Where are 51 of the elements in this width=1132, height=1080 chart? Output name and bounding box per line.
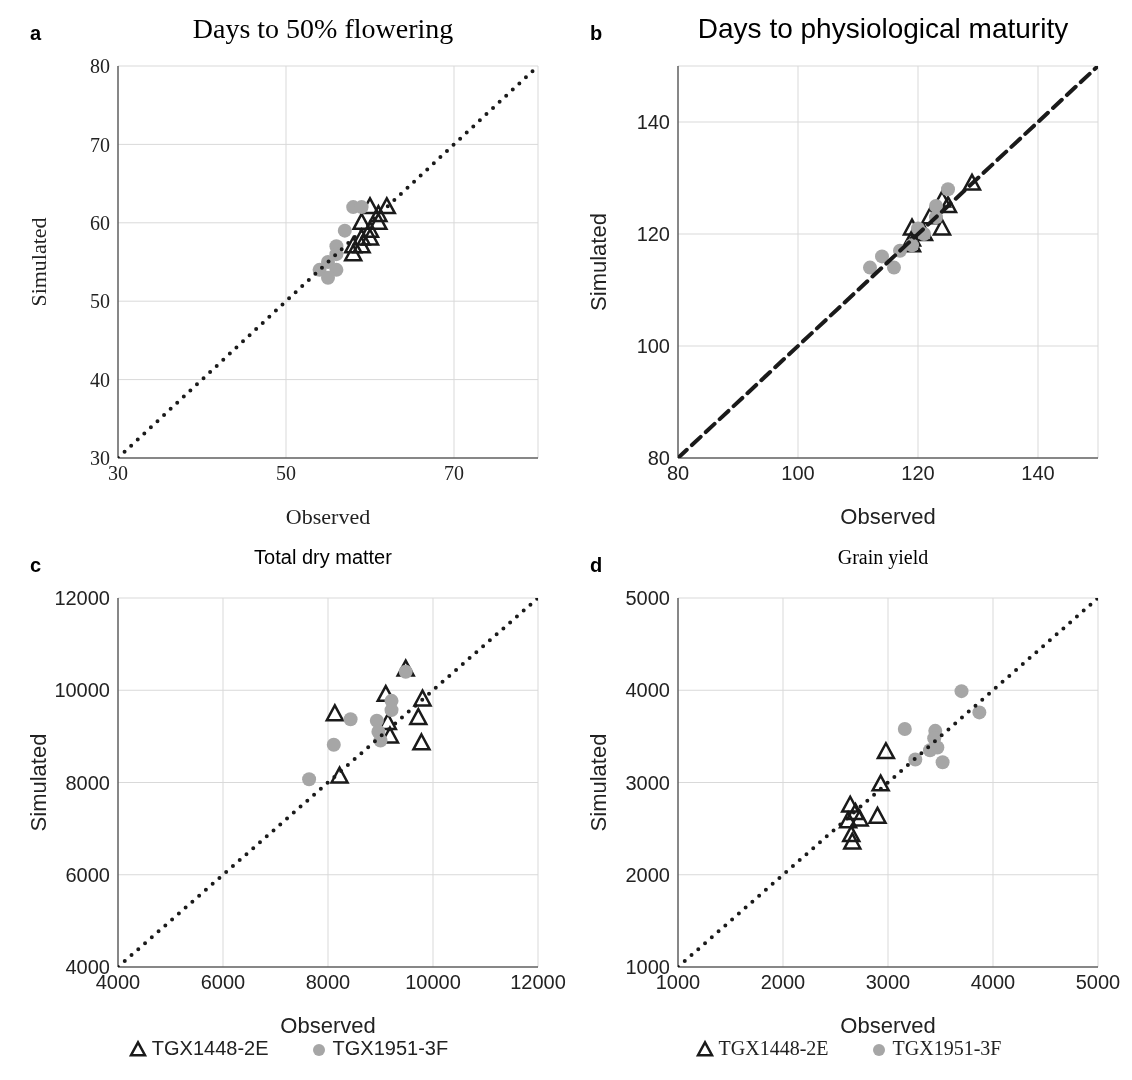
y-tick-label: 40 bbox=[90, 368, 110, 391]
y-tick-label: 120 bbox=[636, 223, 670, 246]
y-axis-title: Simulated bbox=[585, 213, 611, 311]
x-tick-label: 120 bbox=[901, 462, 935, 485]
y-axis-title: Simulated bbox=[25, 217, 51, 307]
y-tick-label: 140 bbox=[636, 111, 670, 134]
y-axis-title: Simulated bbox=[25, 733, 51, 832]
chart-title: Total dry matter bbox=[253, 546, 393, 568]
x-axis-title: Observed bbox=[840, 1013, 936, 1038]
x-axis-title: Observed bbox=[285, 504, 371, 529]
legend-label: TGX1951-3F bbox=[332, 1037, 449, 1060]
y-tick-label: 12000 bbox=[54, 587, 110, 610]
x-tick-label: 4000 bbox=[970, 971, 1016, 994]
y-tick-label: 50 bbox=[90, 290, 110, 313]
y-tick-label: 80 bbox=[90, 55, 110, 78]
text: c bbox=[30, 554, 42, 577]
x-tick-label: 12000 bbox=[510, 971, 566, 994]
y-tick-label: 2000 bbox=[625, 863, 670, 886]
x-tick-label: 5000 bbox=[1075, 971, 1121, 994]
y-tick-label: 4000 bbox=[625, 679, 670, 702]
legend-label: TGX1448-2E bbox=[718, 1037, 829, 1060]
x-tick-label: 140 bbox=[1021, 462, 1055, 485]
legend-label: TGX1951-3F bbox=[892, 1037, 1002, 1060]
x-tick-label: 50 bbox=[276, 462, 296, 485]
legend-label: TGX1448-2E bbox=[151, 1037, 269, 1060]
x-tick-label: 3000 bbox=[865, 971, 911, 994]
y-axis-title: Simulated bbox=[585, 733, 611, 832]
x-tick-label: 100 bbox=[781, 462, 815, 485]
x-tick-label: 6000 bbox=[200, 971, 246, 994]
text: d bbox=[590, 554, 603, 577]
y-tick-label: 6000 bbox=[65, 863, 110, 886]
x-tick-label: 30 bbox=[108, 462, 128, 485]
x-tick-label: 10000 bbox=[405, 971, 461, 994]
chart-title: Days to physiological maturity bbox=[696, 13, 1070, 45]
y-tick-label: 8000 bbox=[65, 771, 110, 794]
y-tick-label: 100 bbox=[636, 335, 670, 358]
x-tick-label: 8000 bbox=[305, 971, 351, 994]
y-tick-label: 10000 bbox=[54, 679, 110, 702]
y-tick-label: 70 bbox=[90, 133, 110, 156]
y-tick-label: 60 bbox=[90, 211, 110, 234]
text: b bbox=[590, 22, 603, 45]
chart-title: Days to 50% flowering bbox=[191, 13, 455, 45]
x-axis-title: Observed bbox=[280, 1013, 376, 1038]
x-tick-label: 2000 bbox=[760, 971, 806, 994]
text: a bbox=[30, 22, 42, 45]
x-tick-label: 70 bbox=[444, 462, 464, 485]
chart-title: Grain yield bbox=[836, 546, 930, 568]
y-tick-label: 5000 bbox=[625, 587, 670, 610]
y-tick-label: 30 bbox=[90, 447, 110, 470]
x-axis-title: Observed bbox=[840, 504, 936, 529]
y-tick-label: 3000 bbox=[625, 771, 670, 794]
